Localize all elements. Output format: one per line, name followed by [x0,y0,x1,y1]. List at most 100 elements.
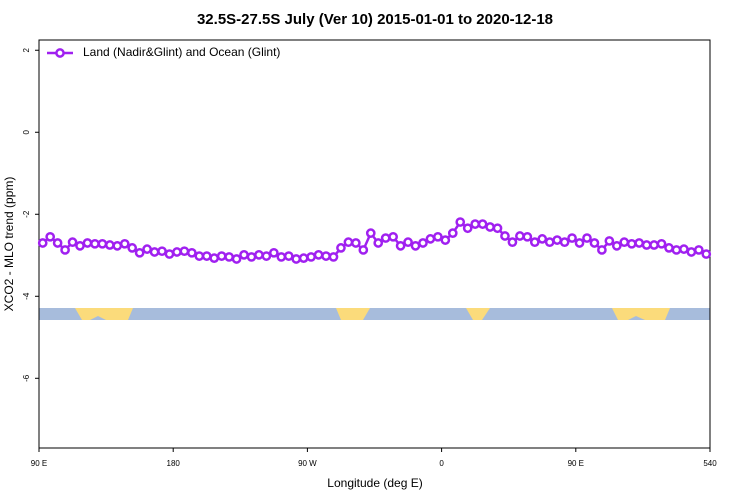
point [119,238,130,249]
point [343,237,354,248]
point [529,237,540,248]
point [157,246,167,257]
point [589,238,600,248]
point [455,217,466,227]
point [597,245,607,255]
point [686,247,697,257]
point [358,245,369,255]
point [45,231,56,242]
point [403,237,413,248]
point [664,243,674,253]
point [298,253,309,263]
point [239,250,249,260]
point [693,245,704,255]
point [433,231,443,242]
point [626,238,637,249]
point [112,240,123,251]
point [149,247,160,257]
legend-label: Land (Nadir&Glint) and Ocean (Glint) [83,45,280,59]
point [291,254,302,264]
point [425,234,436,244]
point [209,253,220,263]
y-tick-label: -6 [22,374,31,382]
point [67,237,78,248]
point [194,251,205,261]
y-tick-label: -2 [22,210,31,218]
point [515,231,525,241]
point [500,231,510,241]
point [418,238,428,248]
land-ocean-strip [39,308,710,320]
point [634,238,645,248]
point [701,249,712,259]
point [276,252,287,262]
point [567,233,577,243]
point [656,238,667,249]
point [522,231,533,242]
point [477,219,488,229]
point [224,252,234,262]
point [574,238,585,248]
point [127,243,138,253]
point [75,240,85,251]
point [134,247,145,258]
point [537,234,548,244]
point [582,233,592,243]
point [447,228,458,238]
point [254,250,264,260]
y-tick-label: 0 [22,129,31,134]
point [485,222,495,232]
point [380,233,391,243]
x-tick-label: 0 [439,459,444,468]
y-axis-label: XCO2 - MLO trend (ppm) [2,177,16,312]
point [388,231,398,242]
y-tick-label: 2 [22,47,31,52]
point [172,247,182,257]
point [649,240,659,250]
point [82,238,93,248]
point [440,235,451,245]
point [104,240,115,250]
point [604,236,615,246]
point [261,251,272,261]
x-tick-label: 90 E [568,459,584,468]
point [37,238,48,248]
point [313,250,324,260]
x-tick-label: 180 [167,459,181,468]
x-tick-label: 90 W [298,459,317,468]
point [60,245,70,255]
point [186,247,197,258]
point [365,228,376,238]
point [470,219,480,229]
point [179,246,190,257]
point [321,251,331,261]
y-tick-label: -4 [22,292,31,300]
point [351,238,361,248]
point [544,237,555,248]
point [231,254,242,264]
point [306,252,316,262]
x-tick-label: 540 [703,459,717,468]
point [336,243,346,253]
x-axis-label: Longitude (deg E) [327,476,422,490]
point [462,223,473,234]
point [552,235,563,245]
point [611,240,622,251]
x-tick-label: 90 E [31,459,47,468]
point [269,247,279,258]
legend-marker [55,48,65,58]
point [679,244,689,254]
chart-title: 32.5S-27.5S July (Ver 10) 2015-01-01 to … [197,11,553,28]
point [90,238,100,249]
point [507,237,518,248]
point [201,251,212,261]
point [328,252,339,262]
point [283,251,294,261]
point [492,223,503,234]
point [142,244,152,254]
point [395,240,406,251]
point [216,251,227,261]
point [373,238,384,248]
point [619,237,630,248]
